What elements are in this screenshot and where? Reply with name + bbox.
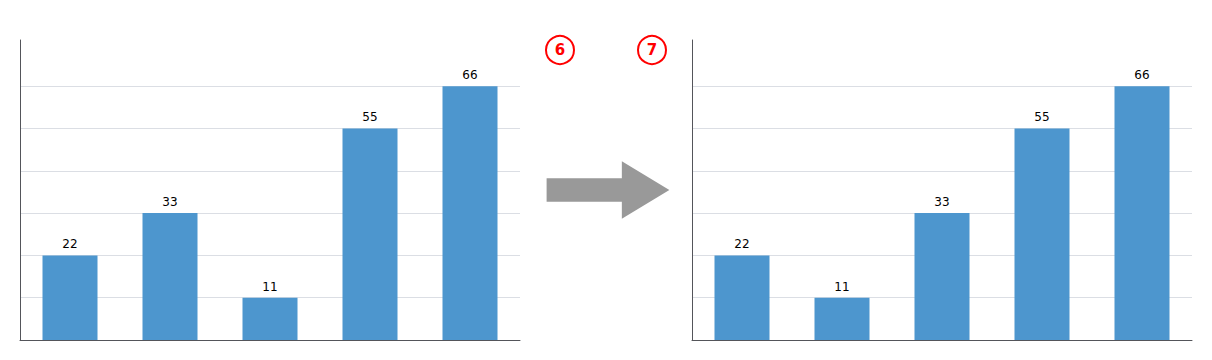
svg-text:33: 33 [934, 195, 949, 209]
svg-text:66: 66 [462, 68, 477, 82]
svg-text:66: 66 [1134, 68, 1149, 82]
svg-text:11: 11 [262, 280, 277, 294]
svg-text:55: 55 [362, 110, 377, 124]
svg-text:11: 11 [834, 280, 849, 294]
svg-text:22: 22 [62, 237, 77, 251]
svg-text:22: 22 [734, 237, 749, 251]
svg-text:7: 7 [647, 41, 657, 59]
svg-text:6: 6 [555, 41, 565, 59]
svg-text:33: 33 [162, 195, 177, 209]
svg-text:55: 55 [1034, 110, 1049, 124]
